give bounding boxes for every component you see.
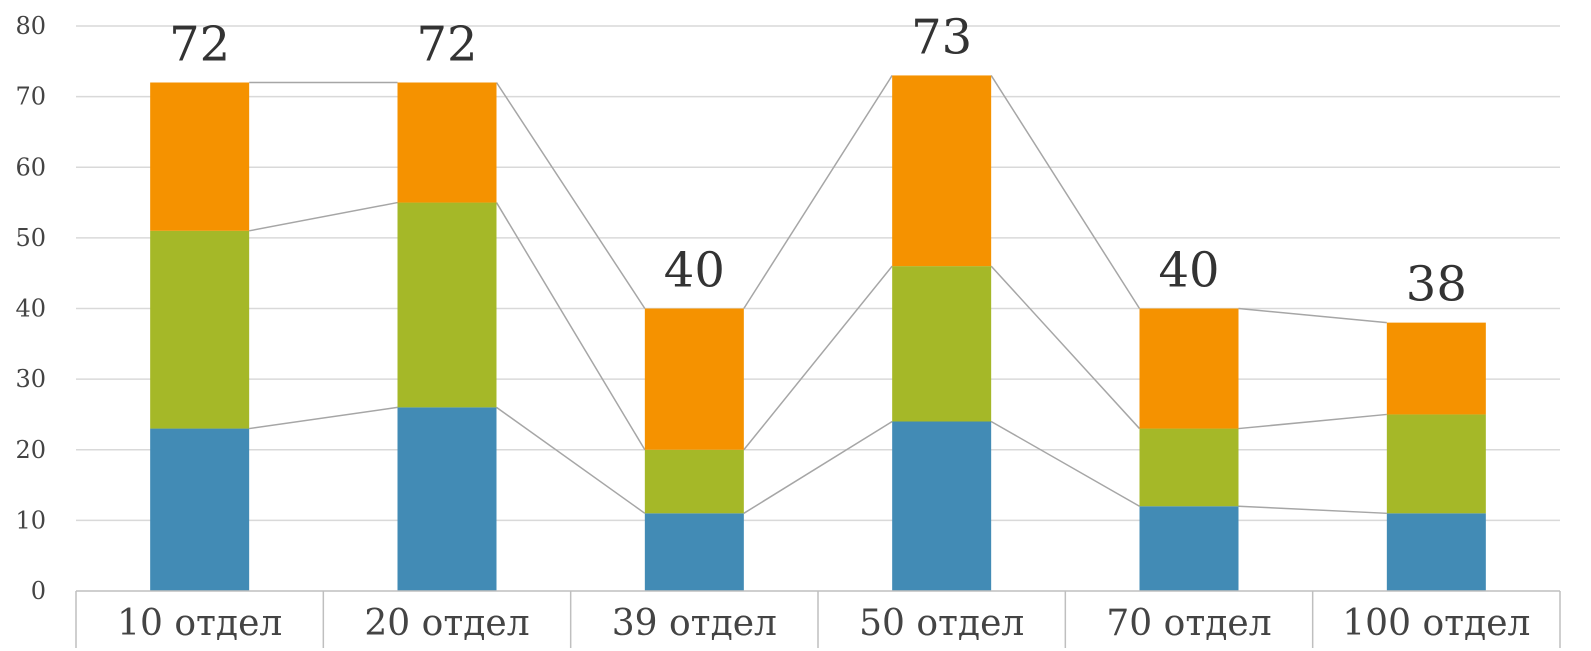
bar-total-label: 40 (1158, 243, 1219, 299)
series-connector-line (249, 406, 398, 430)
bar-segment (892, 266, 992, 422)
bar-segment (397, 407, 497, 591)
bar-segment (644, 449, 744, 514)
y-tick-label: 70 (15, 83, 46, 111)
series-connector-line (990, 420, 1140, 507)
bars (150, 75, 1486, 591)
series-connector-line (990, 75, 1141, 309)
bar-segment (1386, 414, 1486, 514)
series-connector-line (1238, 307, 1387, 324)
series-connector-line (743, 420, 893, 514)
bar-segment (1139, 308, 1239, 429)
y-tick-label: 30 (15, 365, 46, 393)
y-tick-label: 40 (15, 295, 46, 323)
labels: 0 10 20 30 40 50 60 70 80 72 10 отдел 72 20 отдел 40 3… (15, 9, 1530, 644)
series-connector-line (495, 82, 646, 309)
bar-segment (644, 513, 744, 591)
bar-segment (1386, 322, 1486, 415)
bar-total-label: 73 (911, 9, 972, 65)
axes (75, 590, 1561, 648)
series-connector-line (495, 202, 646, 451)
series-connector-line (743, 75, 893, 309)
y-tick-label: 60 (15, 153, 46, 181)
x-category-label: 50 отдел (859, 603, 1024, 644)
bar-total-label: 72 (169, 17, 230, 73)
bar-segment (397, 202, 497, 408)
x-category-label: 10 отдел (117, 603, 282, 644)
bar-segment (150, 428, 250, 591)
bar-segment (1386, 513, 1486, 591)
bar-segment (644, 308, 744, 450)
x-category-label: 100 отдел (1342, 603, 1530, 644)
bar-total-label: 40 (664, 243, 725, 299)
bar-segment (1139, 428, 1239, 507)
bar-segment (892, 75, 992, 267)
series-connector-lines (249, 75, 1387, 515)
gridlines (76, 25, 1560, 522)
y-tick-label: 20 (15, 436, 46, 464)
series-connector-line (1238, 413, 1387, 430)
series-connector-line (1238, 505, 1387, 515)
y-tick-label: 80 (15, 12, 46, 40)
x-category-label: 20 отдел (364, 603, 529, 644)
bar-segment (1139, 506, 1239, 591)
bar-segment (150, 230, 250, 429)
x-category-label: 39 отдел (612, 603, 777, 644)
x-category-label: 70 отдел (1106, 603, 1271, 644)
series-connector-line (249, 201, 398, 232)
y-tick-label: 50 (15, 224, 46, 252)
y-tick-label: 0 (31, 577, 46, 605)
bar-segment (150, 82, 250, 231)
bar-segment (892, 421, 992, 591)
bar-segment (397, 82, 497, 203)
bar-total-label: 38 (1406, 257, 1467, 313)
series-connector-line (743, 265, 893, 451)
y-tick-label: 10 (15, 506, 46, 534)
bar-total-label: 72 (416, 17, 477, 73)
series-connector-line (496, 406, 646, 514)
series-connector-line (990, 265, 1141, 430)
